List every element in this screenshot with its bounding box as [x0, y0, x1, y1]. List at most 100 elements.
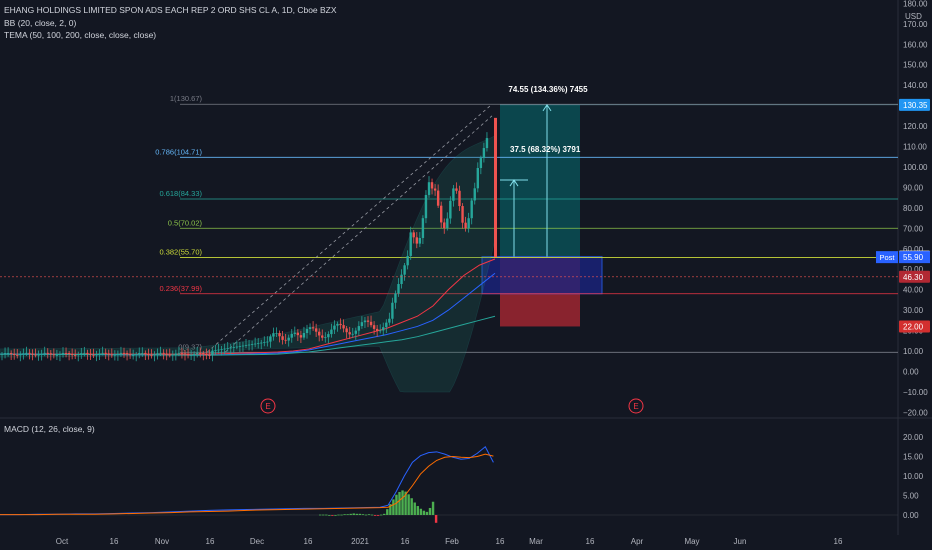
candle-body [345, 328, 348, 333]
y-tick-label: 80.00 [903, 204, 924, 213]
fib-level-label: 0.786(104.71) [155, 147, 202, 156]
candle-body [324, 337, 327, 339]
y-tick-label: 40.00 [903, 286, 924, 295]
macd-histogram-bar [334, 515, 337, 516]
candle-body [95, 354, 98, 356]
candle-body [107, 353, 110, 355]
candle-body [83, 352, 86, 354]
last-candle [494, 117, 497, 258]
candle-body [296, 332, 300, 336]
candle-body [168, 354, 171, 356]
candle-body [284, 339, 287, 341]
candle-body [119, 352, 123, 354]
macd-indicator-label[interactable]: MACD (12, 26, close, 9) [4, 424, 95, 434]
candle-body [165, 353, 168, 355]
macd-histogram-bar [367, 514, 371, 516]
fib-level-label: 1(130.67) [170, 94, 203, 103]
candle-body [0, 354, 4, 355]
earnings-marker [628, 398, 644, 414]
last-price-tag [899, 251, 930, 264]
candle-body [436, 190, 440, 206]
candle-body [22, 353, 25, 355]
candle-body [290, 333, 293, 338]
candle-body [418, 237, 422, 244]
candle-body [135, 354, 138, 356]
candle-body [177, 352, 181, 354]
fib-trend-line [206, 103, 493, 353]
candle-body [55, 354, 59, 356]
fib-level-label: 0.382(55.70) [159, 248, 202, 257]
candle-body [464, 222, 467, 229]
candle-body [311, 327, 315, 329]
x-tick-label: 16 [586, 537, 595, 546]
candle-body [77, 354, 80, 356]
target-price-tag [899, 98, 930, 111]
y-tick-label: 110.00 [903, 143, 927, 152]
macd-histogram-bar [383, 513, 386, 515]
candle-body [318, 331, 321, 336]
candle-body [223, 348, 226, 350]
x-tick-label: Apr [631, 537, 644, 546]
post-market-tag [876, 251, 898, 264]
candle-body [49, 353, 52, 355]
macd-histogram-bar [328, 515, 331, 516]
bb-indicator-label[interactable]: BB (20, close, 2, 0) [4, 18, 77, 28]
y-tick-label: 180.00 [903, 0, 928, 8]
macd-histogram-bar [358, 513, 362, 515]
candle-body [147, 353, 150, 356]
candle-body [208, 355, 211, 356]
candle-body [183, 353, 187, 355]
candle-body [28, 352, 31, 354]
tema-indicator-label[interactable]: TEMA (50, 100, 200, close, close, close) [4, 30, 157, 40]
candle-body [339, 323, 342, 326]
y-tick-label: 140.00 [903, 81, 928, 90]
macd-histogram-bar [322, 514, 325, 516]
candle-body [80, 353, 83, 355]
macd-histogram-bar [419, 508, 423, 515]
macd-histogram-bar [386, 509, 389, 515]
candle-body [61, 352, 65, 354]
candle-body [122, 352, 126, 354]
candle-body [116, 353, 120, 355]
macd-y-tick-label: 10.00 [903, 472, 924, 481]
x-tick-label: Nov [155, 537, 169, 546]
candle-body [250, 344, 254, 345]
candle-body [16, 354, 19, 356]
y-tick-label: 160.00 [903, 40, 928, 49]
long-position-profit-zone [500, 104, 580, 257]
chart-title: EHANG HOLDINGS LIMITED SPON ADS EACH REP… [4, 5, 337, 15]
macd-histogram-bar [404, 491, 407, 515]
candle-body [40, 353, 43, 355]
candle-body [92, 354, 95, 356]
macd-histogram-bar [370, 514, 374, 516]
candle-body [421, 218, 425, 238]
candle-body [128, 354, 132, 356]
x-tick-label: 16 [206, 537, 215, 546]
currency-label: USD [905, 12, 922, 21]
candle-body [452, 188, 455, 201]
macd-histogram-bar [395, 494, 398, 515]
candle-body [372, 325, 376, 329]
y-tick-label: 90.00 [903, 183, 924, 192]
x-tick-label: May [684, 537, 699, 546]
candle-body [281, 336, 284, 340]
x-tick-label: 16 [834, 537, 843, 546]
fib-level-label: 0(9.37) [178, 342, 202, 351]
candle-body [46, 352, 49, 354]
candle-body [98, 353, 101, 355]
candle-body [150, 355, 153, 356]
macd-y-tick-label: 20.00 [903, 433, 924, 442]
candle-body [37, 354, 40, 356]
macd-histogram-bar [376, 515, 380, 516]
macd-histogram-bar [380, 514, 383, 516]
candle-body [263, 342, 266, 343]
selection-box [481, 256, 603, 295]
candle-body [314, 328, 318, 332]
candle-body [125, 353, 129, 355]
y-tick-label: −10.00 [903, 388, 928, 397]
stop-price-tag [899, 320, 930, 333]
x-tick-label: 16 [304, 537, 313, 546]
candle-body [214, 350, 217, 351]
candle-body [101, 352, 104, 354]
